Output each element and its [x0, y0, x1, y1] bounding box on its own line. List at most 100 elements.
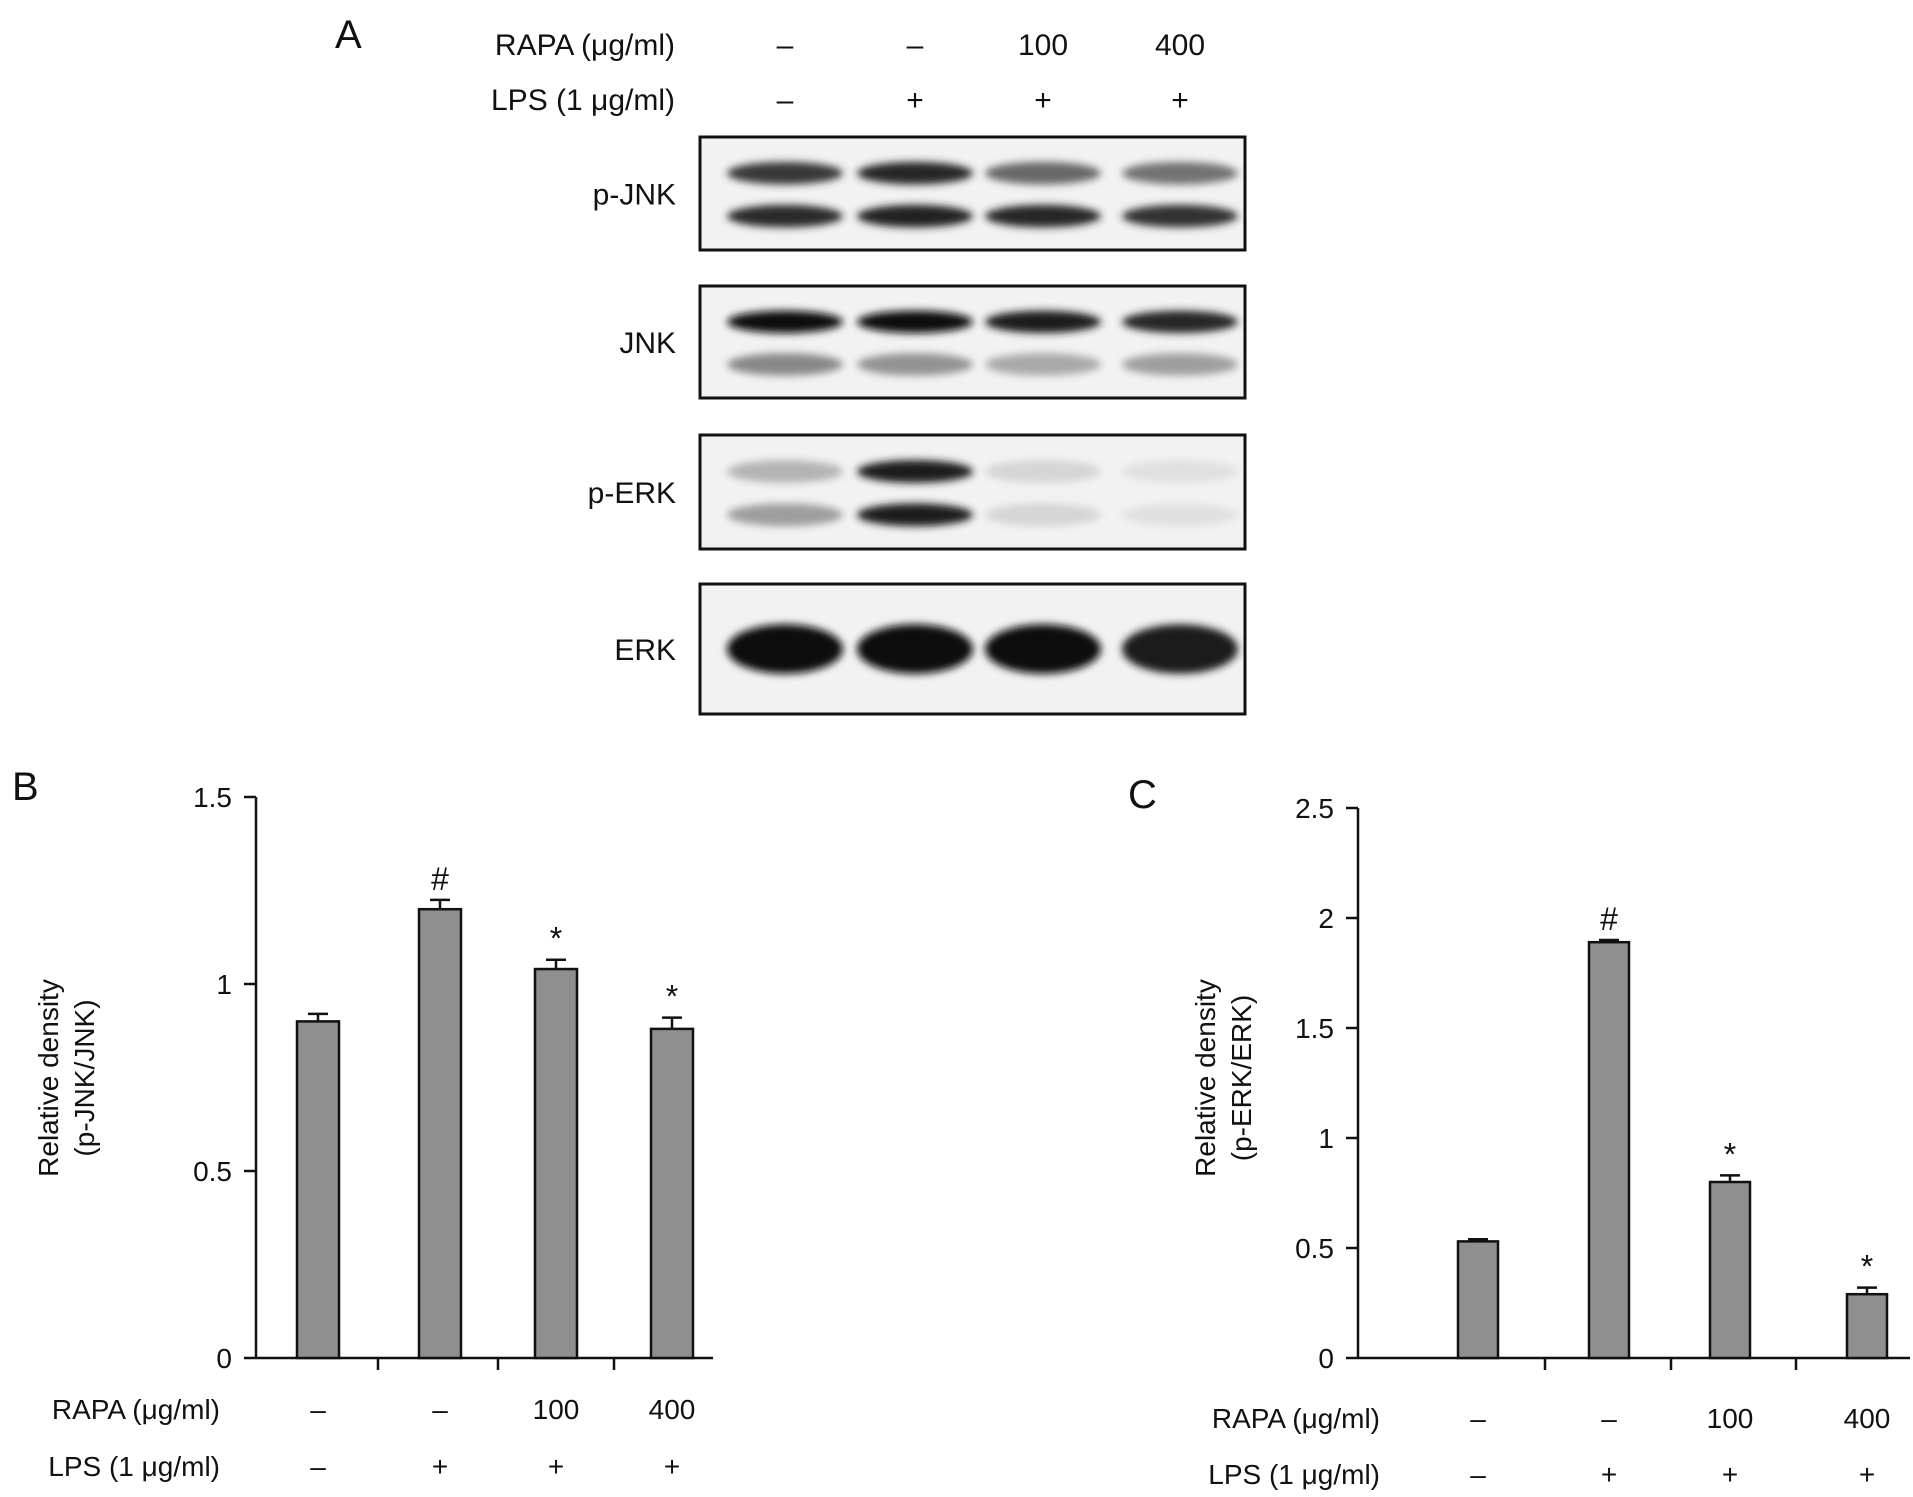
blot-band: [1122, 161, 1238, 185]
panel-c: C 0 0.5 1 1.5 2 2.5 Relative density (p-ERK/ERK…: [1128, 773, 1910, 1490]
condition-value: +: [1601, 1459, 1617, 1490]
panel-c-bar-chart: 0 0.5 1 1.5 2 2.5 Relative density (p-ERK/ERK) #…: [1190, 793, 1910, 1490]
panel-a-condition-value: –: [777, 29, 794, 62]
bar: [295, 1020, 341, 1360]
blot-band: [1122, 460, 1238, 483]
blot-band: [727, 161, 843, 185]
y-tick-label: 0: [216, 1343, 232, 1374]
condition-value: 100: [533, 1394, 580, 1425]
blot-band: [857, 310, 973, 334]
condition-value: –: [1470, 1459, 1486, 1490]
bar: [1456, 1240, 1500, 1360]
blot-band: [985, 161, 1101, 185]
blot-label: JNK: [619, 327, 676, 360]
y-tick-label: 1: [1318, 1123, 1334, 1154]
blot-frame: [698, 582, 1247, 716]
blot-background: [700, 435, 1245, 549]
y-tick-label: 0.5: [1295, 1233, 1334, 1264]
blot-band: [985, 460, 1101, 483]
y-axis-title: Relative density: [33, 979, 64, 1177]
y-tick-label: 2: [1318, 903, 1334, 934]
panel-a-condition-value: –: [777, 84, 794, 117]
condition-value: –: [1601, 1403, 1617, 1434]
condition-value: –: [432, 1394, 448, 1425]
y-tick-label: 0: [1318, 1343, 1334, 1374]
y-tick-label: 2.5: [1295, 793, 1334, 824]
panel-a-condition-label: RAPA (μg/ml): [495, 29, 675, 62]
blot-label: ERK: [614, 634, 676, 667]
bar: [1708, 1180, 1752, 1360]
panel-a-blots: p-JNK JNK p-ERK ERK: [588, 135, 1247, 716]
condition-value: 400: [1844, 1403, 1891, 1434]
condition-label: RAPA (μg/ml): [1212, 1403, 1380, 1434]
blot-band: [727, 353, 843, 376]
blot-band: [857, 503, 973, 527]
blot-band: [857, 204, 973, 228]
panel-a-condition-value: +: [1171, 84, 1189, 117]
blot-frame: [698, 284, 1247, 400]
blot-band: [985, 353, 1101, 376]
blot-band: [857, 161, 973, 185]
blot-background: [700, 286, 1245, 398]
panel-b-bar-chart: 0 0.5 1 1.5 Relative density (p-JNK/JNK) # * * RA…: [33, 782, 713, 1482]
y-axis-title: Relative density: [1190, 979, 1221, 1177]
blot-band: [727, 624, 843, 674]
blot-band: [985, 310, 1101, 334]
condition-label: LPS (1 μg/ml): [48, 1451, 220, 1482]
blot-band: [727, 503, 843, 527]
panel-a-condition-value: 100: [1018, 29, 1068, 62]
condition-value: –: [1470, 1403, 1486, 1434]
panel-a-condition-label: LPS (1 μg/ml): [491, 84, 675, 117]
panel-a-condition-value: –: [907, 29, 924, 62]
blot-band: [727, 204, 843, 228]
y-tick-label: 1.5: [193, 782, 232, 813]
blot-label: p-JNK: [593, 179, 676, 212]
y-tick-label: 0.5: [193, 1156, 232, 1187]
condition-label: LPS (1 μg/ml): [1208, 1459, 1380, 1490]
condition-value: +: [1722, 1459, 1738, 1490]
condition-value: +: [1859, 1459, 1875, 1490]
blot-band: [1122, 204, 1238, 228]
bar: [1587, 940, 1631, 1360]
panel-a-condition-value: 400: [1155, 29, 1205, 62]
y-axis-title: (p-ERK/ERK): [1226, 995, 1257, 1161]
significance-marker: *: [666, 979, 678, 1015]
bar: [649, 1027, 695, 1360]
blot-band: [1122, 353, 1238, 376]
condition-value: +: [432, 1451, 448, 1482]
condition-value: +: [548, 1451, 564, 1482]
significance-marker: *: [550, 921, 562, 957]
blot-label: p-ERK: [588, 477, 676, 510]
y-tick-label: 1: [216, 969, 232, 1000]
blot-band: [985, 204, 1101, 228]
blot-frame: [698, 433, 1247, 551]
blot-band: [1122, 310, 1238, 334]
bar: [533, 967, 579, 1360]
significance-marker: *: [1861, 1249, 1873, 1285]
bar: [417, 907, 463, 1360]
bar: [1845, 1292, 1889, 1360]
blot-band: [727, 460, 843, 483]
blot-frame: [698, 135, 1247, 252]
condition-value: –: [310, 1451, 326, 1482]
condition-label: RAPA (μg/ml): [52, 1394, 220, 1425]
significance-marker: #: [1600, 901, 1618, 937]
blot-band: [1122, 503, 1238, 527]
blot-band: [857, 353, 973, 376]
y-axis-title: (p-JNK/JNK): [69, 999, 100, 1156]
blot-band: [985, 503, 1101, 527]
significance-marker: #: [431, 861, 449, 897]
panel-a-condition-value: +: [1034, 84, 1052, 117]
panel-b: B 0 0.5 1 1.5 Relative density (p-JNK/JNK) # * *…: [12, 765, 713, 1482]
blot-background: [700, 137, 1245, 250]
blot-band: [857, 624, 973, 674]
panel-a-condition-value: +: [906, 84, 924, 117]
blot-band: [727, 310, 843, 334]
panel-c-label: C: [1128, 773, 1157, 817]
blot-band: [857, 460, 973, 483]
condition-value: 400: [649, 1394, 696, 1425]
significance-marker: *: [1724, 1136, 1736, 1172]
condition-value: 100: [1707, 1403, 1754, 1434]
